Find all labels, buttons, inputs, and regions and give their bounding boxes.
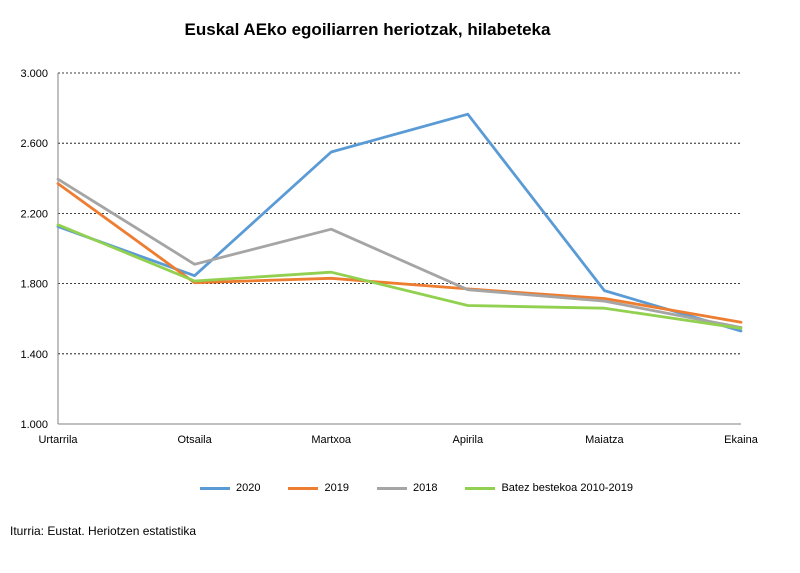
legend: 2020 2019 2018 Batez bestekoa 2010-2019 [200,479,640,497]
legend-swatch [288,486,319,490]
legend-label: 2018 [412,482,438,494]
y-tick-label: 2.600 [20,138,48,150]
series-lines [56,112,743,333]
series-line [56,223,743,330]
x-tick-label: Ekaina [724,434,759,446]
legend-item: 2020 [200,482,260,494]
legend-item: Batez bestekoa 2010-2019 [465,482,633,494]
axes [57,73,741,425]
x-tick-label: Otsaila [177,434,212,446]
series-line [56,177,743,329]
x-tick-label: Maiatza [585,434,624,446]
legend-swatch [376,486,407,490]
y-tick-label: 2.200 [20,208,48,220]
legend-item: 2019 [288,482,349,494]
legend-label: 2020 [236,482,261,494]
y-tick-label: 3.000 [20,68,48,80]
x-tick-label: Apirila [453,434,484,446]
y-tick-label: 1.400 [20,349,48,361]
x-tick-label: Urtarrila [38,434,78,446]
chart-title: Euskal AEko egoiliarren heriotzak, hilab… [184,20,551,39]
source-note: Iturria: Eustat. Heriotzen estatistika [10,524,197,538]
y-tick-label: 1.800 [20,279,48,291]
legend-swatch [465,486,496,490]
series-line [56,112,743,333]
legend-label: Batez bestekoa 2010-2019 [501,482,633,494]
legend-item: 2018 [376,482,438,494]
series-line [56,182,743,324]
legend-swatch [200,486,230,490]
x-tick-label: Martxoa [311,434,352,446]
tick-labels: 1.000 1.400 1.800 2.200 2.600 3.000 Urtarrila O… [20,68,758,446]
legend-label: 2019 [324,482,349,494]
gridlines [58,72,741,355]
y-tick-label: 1.000 [20,419,48,431]
